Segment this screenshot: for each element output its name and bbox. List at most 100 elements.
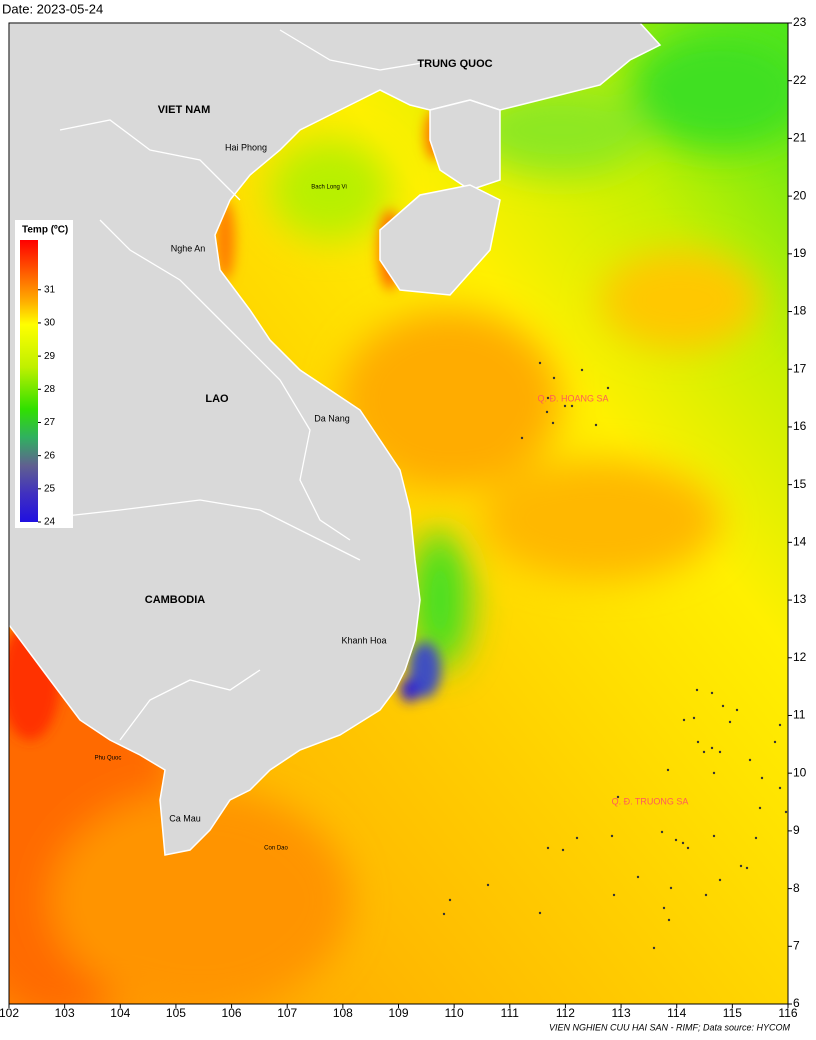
island-dot bbox=[660, 830, 664, 834]
colorbar-tick-label: 27 bbox=[44, 417, 56, 428]
island-dot bbox=[546, 396, 550, 400]
island-dot bbox=[546, 846, 550, 850]
borders bbox=[29, 29, 441, 741]
colorbar-tick-label: 29 bbox=[44, 351, 56, 362]
x-tick-label: 109 bbox=[388, 1006, 408, 1020]
y-tick-label: 10 bbox=[793, 765, 807, 779]
island-dot bbox=[580, 368, 584, 372]
island-dot bbox=[667, 918, 671, 922]
y-tick-label: 20 bbox=[793, 188, 807, 202]
x-tick-label: 102 bbox=[0, 1006, 19, 1020]
place-label: Ca Mau bbox=[169, 813, 201, 823]
island-dot bbox=[712, 771, 716, 775]
y-tick-label: 15 bbox=[793, 477, 807, 491]
y-tick-label: 18 bbox=[793, 304, 807, 318]
island-dot bbox=[718, 878, 722, 882]
island-dot bbox=[538, 361, 542, 365]
island-dot bbox=[575, 836, 579, 840]
island-dot bbox=[551, 421, 555, 425]
colorbar-tick-label: 30 bbox=[44, 318, 56, 329]
x-tick-label: 106 bbox=[222, 1006, 242, 1020]
colorbar-tick-label: 24 bbox=[44, 517, 56, 528]
island-dot bbox=[758, 806, 762, 810]
y-tick-label: 16 bbox=[793, 419, 807, 433]
island-dot bbox=[674, 838, 678, 842]
colorbar-scale bbox=[20, 240, 38, 522]
colorbar-tick-label: 26 bbox=[44, 450, 56, 461]
island-dots bbox=[442, 361, 788, 950]
island-dot bbox=[448, 898, 452, 902]
y-tick-label: 6 bbox=[793, 996, 800, 1010]
x-tick-label: 110 bbox=[445, 1006, 464, 1020]
island-dot bbox=[486, 883, 490, 887]
island-dot bbox=[606, 386, 610, 390]
x-tick-label: 104 bbox=[110, 1006, 130, 1020]
island-dot bbox=[778, 786, 782, 790]
x-tick-label: 105 bbox=[166, 1006, 186, 1020]
island-dot bbox=[552, 376, 556, 380]
island-dot bbox=[748, 758, 752, 762]
x-tick-label: 113 bbox=[612, 1006, 631, 1020]
y-tick-label: 14 bbox=[793, 535, 807, 549]
y-tick-label: 9 bbox=[793, 823, 800, 837]
place-label: CAMBODIA bbox=[145, 594, 206, 606]
island-dot bbox=[594, 423, 598, 427]
place-label: Nghe An bbox=[171, 243, 206, 253]
x-tick-label: 114 bbox=[667, 1006, 686, 1020]
island-dot bbox=[545, 410, 549, 414]
island-dot bbox=[728, 720, 732, 724]
y-tick-label: 8 bbox=[793, 881, 800, 895]
island-dot bbox=[735, 708, 739, 712]
colorbar: Temp (ºC) bbox=[15, 220, 73, 528]
colorbar-tick-label: 28 bbox=[44, 384, 56, 395]
x-tick-label: 116 bbox=[778, 1006, 797, 1020]
map-area bbox=[9, 23, 788, 1004]
island-dot bbox=[695, 688, 699, 692]
island-dot bbox=[682, 718, 686, 722]
island-dot bbox=[773, 740, 777, 744]
place-label: Con Dao bbox=[264, 846, 288, 852]
island-dot bbox=[520, 436, 524, 440]
x-tick-label: 112 bbox=[556, 1006, 575, 1020]
island-dot bbox=[636, 875, 640, 879]
place-label: Bach Long Vi bbox=[311, 185, 347, 191]
y-tick-label: 12 bbox=[793, 650, 807, 664]
place-label: Khanh Hoa bbox=[341, 635, 386, 645]
temperature-patches bbox=[9, 30, 788, 1004]
island-dot bbox=[721, 704, 725, 708]
y-tick-label: 23 bbox=[793, 15, 807, 29]
island-dot bbox=[616, 795, 620, 799]
island-dot bbox=[710, 691, 714, 695]
footer-credit: VIEN NGHIEN CUU HAI SAN - RIMF; Data sou… bbox=[549, 1022, 791, 1032]
place-label: Hai Phong bbox=[225, 142, 267, 152]
island-dot bbox=[745, 866, 749, 870]
y-tick-label: 7 bbox=[793, 938, 800, 952]
island-dot bbox=[718, 750, 722, 754]
place-label: Q. Đ. HOANG SA bbox=[537, 393, 608, 403]
island-dot bbox=[712, 834, 716, 838]
island-dot bbox=[652, 946, 656, 950]
place-label: Q. Đ. TRUONG SA bbox=[612, 796, 689, 806]
colorbar-title: Temp (ºC) bbox=[22, 225, 68, 236]
island-dot bbox=[692, 716, 696, 720]
island-dot bbox=[784, 810, 788, 814]
x-tick-label: 111 bbox=[501, 1006, 520, 1020]
island-dot bbox=[442, 912, 446, 916]
island-dot bbox=[563, 404, 567, 408]
x-tick-label: 108 bbox=[333, 1006, 353, 1020]
y-tick-label: 21 bbox=[793, 131, 807, 145]
y-tick-label: 17 bbox=[793, 361, 807, 375]
place-label: Phu Quoc bbox=[95, 756, 122, 762]
island-dot bbox=[538, 911, 542, 915]
colorbar-tick-label: 31 bbox=[44, 284, 56, 295]
y-tick-label: 19 bbox=[793, 246, 807, 260]
island-dot bbox=[669, 886, 673, 890]
place-label: Da Nang bbox=[314, 413, 350, 423]
place-label: TRUNG QUOC bbox=[417, 58, 492, 70]
colorbar-tick-label: 25 bbox=[44, 483, 56, 494]
x-tick-label: 107 bbox=[277, 1006, 297, 1020]
island-dot bbox=[696, 740, 700, 744]
date-label: Date: 2023-05-24 bbox=[2, 1, 103, 16]
island-dot bbox=[710, 746, 714, 750]
